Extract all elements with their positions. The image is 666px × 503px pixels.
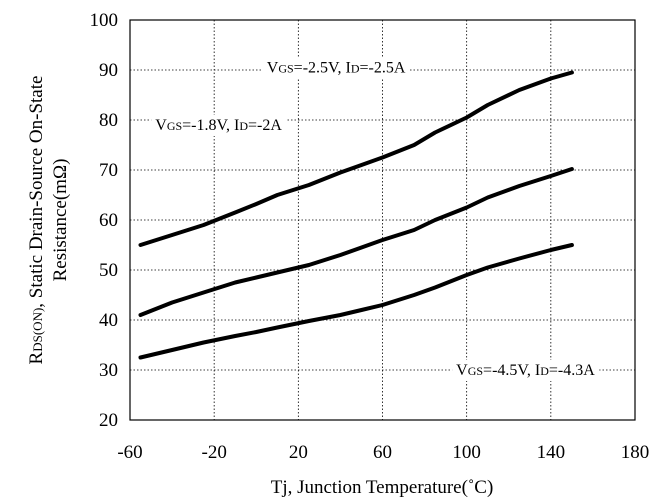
annotation-label: VGS=-1.8V, ID=-2A [155,117,282,134]
y-tick-label: 40 [99,310,118,331]
series-line-1 [138,167,574,317]
annotation-label: VGS=-2.5V, ID=-2.5A [267,60,406,77]
x-tick-label: 60 [373,442,392,463]
y-axis-title-r: R [26,351,47,364]
x-tick-label: 140 [537,442,566,463]
annotation-background [262,57,410,79]
annotation-text: I [535,362,540,379]
annotation-text: =-4.5V, [483,362,535,379]
y-tick-label: 80 [99,110,118,131]
series-group [138,70,574,360]
y-axis-title-line1: RDS(ON), Static Drain-Source On-State [26,76,47,365]
y-axis-title-rest: , Static Drain-Source On-State [26,76,47,308]
y-tick-label: 30 [99,360,118,381]
y-tick-label: 100 [90,10,119,31]
y-tick-labels: 20 30 40 50 60 70 80 90 100 [90,10,119,431]
x-tick-labels: -60 -20 20 60 100 140 180 [117,442,649,463]
y-tick-label: 90 [99,60,118,81]
annotation-subscript: GS [167,119,182,133]
annotation-text: I [234,117,239,134]
annotation-subscript: GS [278,62,293,76]
annotation-text: =-2A [248,117,282,134]
y-tick-label: 70 [99,160,118,181]
x-tick-label: -20 [202,442,227,463]
annotation-text: I [346,60,351,77]
x-tick-label: 180 [621,442,650,463]
y-axis-title-line2: Resistance(mΩ) [50,159,71,282]
y-tick-label: 60 [99,210,118,231]
annotation-text: V [267,60,279,77]
annotation-subscript: GS [468,364,483,378]
annotation-subscript: D [351,62,360,76]
y-tick-label: 20 [99,410,118,431]
annotation-background [151,115,287,136]
x-tick-label: 100 [452,442,481,463]
annotation-label: VGS=-4.5V, ID=-4.3A [456,362,595,379]
x-axis-title: Tj, Junction Temperature(˚C) [271,477,494,498]
x-tick-label: -60 [117,442,142,463]
annotation-subscript: D [239,119,248,133]
series-line-2 [138,243,574,360]
series-line-0 [138,70,574,247]
annotation-text: V [456,362,468,379]
annotation-text: =-2.5A [360,60,406,77]
x-tick-label: 20 [289,442,308,463]
annotation-text: V [155,117,167,134]
annotation-text: =-2.5V, [294,60,346,77]
plot-frame [129,19,636,421]
annotation-subscript: D [540,364,549,378]
annotation-text: =-1.8V, [182,117,234,134]
y-tick-label: 50 [99,260,118,281]
annotation-text: =-4.3A [549,362,595,379]
y-axis-title-subscript: DS(ON) [30,308,45,352]
annotation-background [452,360,600,381]
